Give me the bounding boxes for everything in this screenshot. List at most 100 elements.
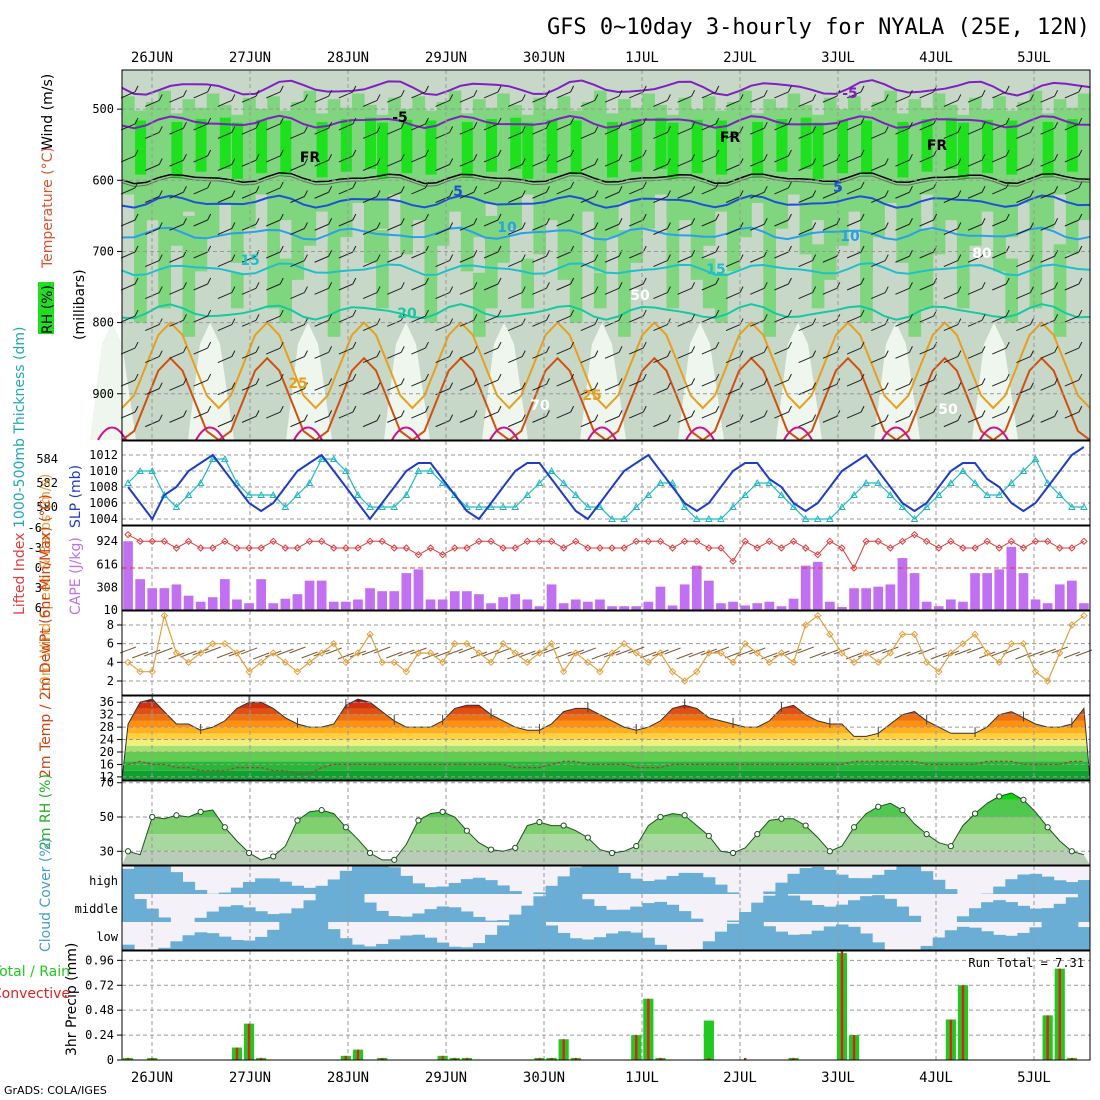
wind-barb-flag (279, 405, 284, 413)
wind-barb (241, 95, 257, 103)
wind-barb-flag (691, 250, 696, 257)
wind-barb-flag (691, 121, 696, 129)
wind-speed-point (693, 667, 701, 676)
rh-point (1068, 848, 1075, 855)
wind-barb-flag (691, 378, 696, 385)
wind-barb-flag (957, 254, 962, 261)
wind-barb (725, 99, 741, 107)
rh-moist-patch (763, 99, 776, 263)
wind-barb (1040, 287, 1055, 295)
rh-saturated-patch (510, 117, 522, 169)
surface-wind-barb (519, 650, 536, 658)
rh-moist-patch (702, 96, 716, 246)
wind-barb-flag (183, 346, 187, 353)
slp-frame (121, 440, 1091, 526)
wind-barb (846, 347, 862, 355)
wind-barb-flag (981, 314, 986, 321)
cloud-cell (327, 894, 341, 922)
wind-barb (217, 228, 233, 235)
wind-barb-flag (909, 218, 913, 225)
wind-barb-flag (788, 277, 792, 285)
wind-barb-flag (1078, 245, 1083, 253)
wind-barb-flag (1030, 286, 1034, 293)
wind-barb (750, 191, 765, 199)
rh-saturated-patch (171, 121, 183, 178)
wind-barb-flag (570, 373, 575, 381)
wind-barb-flag (134, 149, 139, 157)
thickness-point (390, 502, 399, 510)
rh-moist-patch (1017, 102, 1031, 204)
wind-barb (629, 315, 644, 323)
rh-point (149, 813, 156, 821)
wind-barb (822, 223, 838, 231)
lifted-index-point (668, 544, 677, 552)
wind-barb (387, 95, 402, 103)
wind-barb-flag (158, 350, 163, 357)
cloud-cell (727, 892, 740, 894)
wind-tick-label: 6 (107, 637, 114, 651)
wind-barb (120, 187, 136, 195)
cape-bar (425, 599, 436, 610)
wind-barb-flag (473, 282, 478, 289)
rh-point (875, 803, 882, 810)
temp-tick-label: 28 (100, 720, 114, 734)
lifted-index-point (547, 537, 556, 546)
wind-barb (193, 219, 208, 227)
rh-saturated-patch (256, 119, 268, 174)
cape-bar (522, 599, 533, 610)
wind-barb-flag (352, 85, 357, 93)
rh-saturated-patch (800, 117, 812, 169)
contour-label: FR (927, 138, 948, 154)
cape-bar (1067, 580, 1077, 610)
wind-barb (871, 356, 886, 364)
surface-wind-barb (204, 646, 221, 654)
lifted-index-point (765, 537, 774, 546)
wind-barb (822, 95, 838, 103)
rh-moist-patch (908, 99, 922, 229)
wind-speed-point (886, 649, 895, 657)
wind-barb (266, 251, 281, 259)
cloud-cell (678, 911, 692, 922)
wind-barb-flag (158, 414, 163, 421)
wind-barb-flag (618, 314, 623, 321)
cape-bar (667, 605, 678, 610)
wind-barb-flag (909, 346, 913, 353)
wind-barb-flag (328, 378, 333, 385)
wind-barb-flag (546, 378, 550, 385)
wind-barb-flag (812, 158, 817, 165)
wind-barb (677, 95, 692, 103)
wind-barb-flag (158, 222, 163, 229)
cape-bar (207, 597, 218, 610)
cape-bar (498, 597, 508, 610)
wind-speed-point (317, 649, 326, 657)
precip-convective-bar (840, 951, 844, 1060)
wind-barb-flag (546, 89, 550, 97)
wind-speed-point (148, 667, 156, 676)
wind-barb (604, 95, 620, 103)
cloud-cell (860, 933, 873, 950)
wind-barb (459, 351, 475, 359)
lifted-index-point (378, 537, 386, 546)
wind-speed-point (535, 649, 544, 657)
wind-speed-point (390, 658, 398, 667)
surface-wind-barb (966, 646, 984, 654)
thickness-point (826, 514, 834, 522)
wind-barb (992, 411, 1007, 419)
cloud-cell (122, 894, 135, 922)
lifted-index-point (753, 544, 761, 552)
wind-speed-point (269, 649, 277, 657)
cloud-cell (122, 944, 135, 950)
wind-barb-flag (400, 314, 405, 321)
wind-barb (798, 324, 813, 332)
cloud-cell (243, 940, 256, 950)
rh-saturated-patch (135, 120, 147, 175)
contour-label: 10 (840, 229, 860, 245)
wind-barb (1040, 191, 1055, 199)
run-total-annotation: Run Total = 7.31 (968, 956, 1084, 970)
wind-barb-flag (1078, 85, 1083, 93)
cloud-cell (1017, 905, 1030, 922)
wind-barb (266, 219, 281, 227)
wind-barb (362, 228, 378, 235)
lifted-index-point (281, 544, 290, 552)
wind-barb-flag (812, 94, 817, 101)
